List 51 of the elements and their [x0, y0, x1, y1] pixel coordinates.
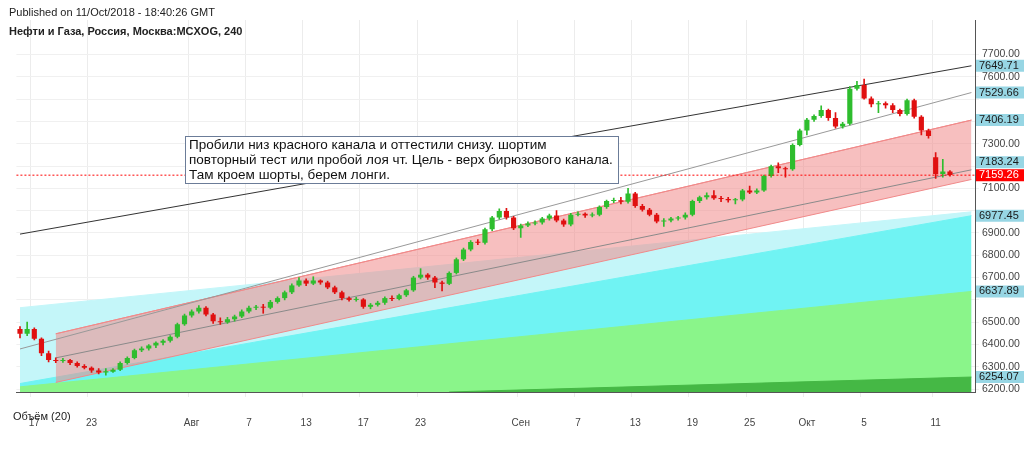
y-tick-label: 7100.00 [982, 181, 1021, 194]
candlestick [346, 296, 352, 302]
y-tick-label: 6200.00 [982, 381, 1021, 394]
text: Нефти и Газа, Россия, Москва:MCXOG, 240 [9, 25, 243, 37]
candlestick [940, 159, 946, 178]
x-tick-label: 7 [246, 416, 253, 428]
data-label: 6977.45 [979, 208, 1019, 221]
x-tick-label: 23 [415, 416, 427, 428]
data-label: 7183.24 [979, 155, 1019, 168]
text: Published on 11/Oct/2018 - 18:40:26 GMT [9, 6, 215, 18]
y-tick-label: 6700.00 [982, 270, 1021, 283]
x-tick-label: 23 [85, 416, 98, 428]
x-tick-label: 13 [300, 416, 313, 428]
y-tick-label: 6500.00 [982, 315, 1021, 328]
x-tick-label: Авг [183, 416, 200, 428]
candlestick [353, 296, 359, 302]
y-tick-label: 6900.00 [982, 225, 1021, 238]
data-label: 6254.07 [979, 370, 1019, 383]
ref-line-label: 7159.26 [979, 168, 1019, 181]
candlestick [217, 317, 223, 325]
candlestick [661, 218, 667, 227]
x-tick-label: 5 [861, 416, 868, 428]
annotation: Пробили низ красного канала и оттестили снизу. шортим повторный тест или пробой лоя чт. Цель - верх бирюзового канала. Там кроем шорты, берем лонги. [185, 136, 619, 184]
y-tick-label: 6300.00 [982, 359, 1021, 372]
x-tick-label: 11 [930, 416, 942, 428]
y-tick-label: 7700.00 [982, 47, 1021, 60]
candlestick [518, 223, 524, 238]
candlestick [260, 304, 266, 314]
candlestick [60, 357, 66, 363]
x-tick-label: 19 [686, 416, 699, 428]
data-label: 7529.66 [979, 85, 1019, 98]
candlestick [718, 196, 724, 203]
candlestick [575, 211, 581, 217]
y-tick-label: 7300.00 [982, 136, 1021, 149]
data-label: 6637.89 [979, 284, 1019, 297]
candlestick [253, 304, 259, 311]
candlestick [103, 368, 109, 376]
x-tick-label: 17 [357, 416, 370, 428]
x-tick-label: Окт [798, 416, 816, 428]
x-tick-label: 25 [744, 416, 756, 428]
x-tick-label: 7 [575, 416, 582, 428]
candlestick [475, 239, 481, 245]
y-tick-label: 6800.00 [982, 248, 1021, 261]
data-label: 7649.71 [979, 58, 1019, 71]
y-tick-label: 7600.00 [982, 69, 1021, 82]
candlestick [775, 162, 781, 174]
y-tick-label: 6400.00 [982, 337, 1021, 350]
data-label: 7406.19 [979, 113, 1019, 126]
candlestick [439, 280, 445, 292]
x-tick-label: Сен [511, 416, 530, 428]
x-tick-label: 13 [629, 416, 642, 428]
